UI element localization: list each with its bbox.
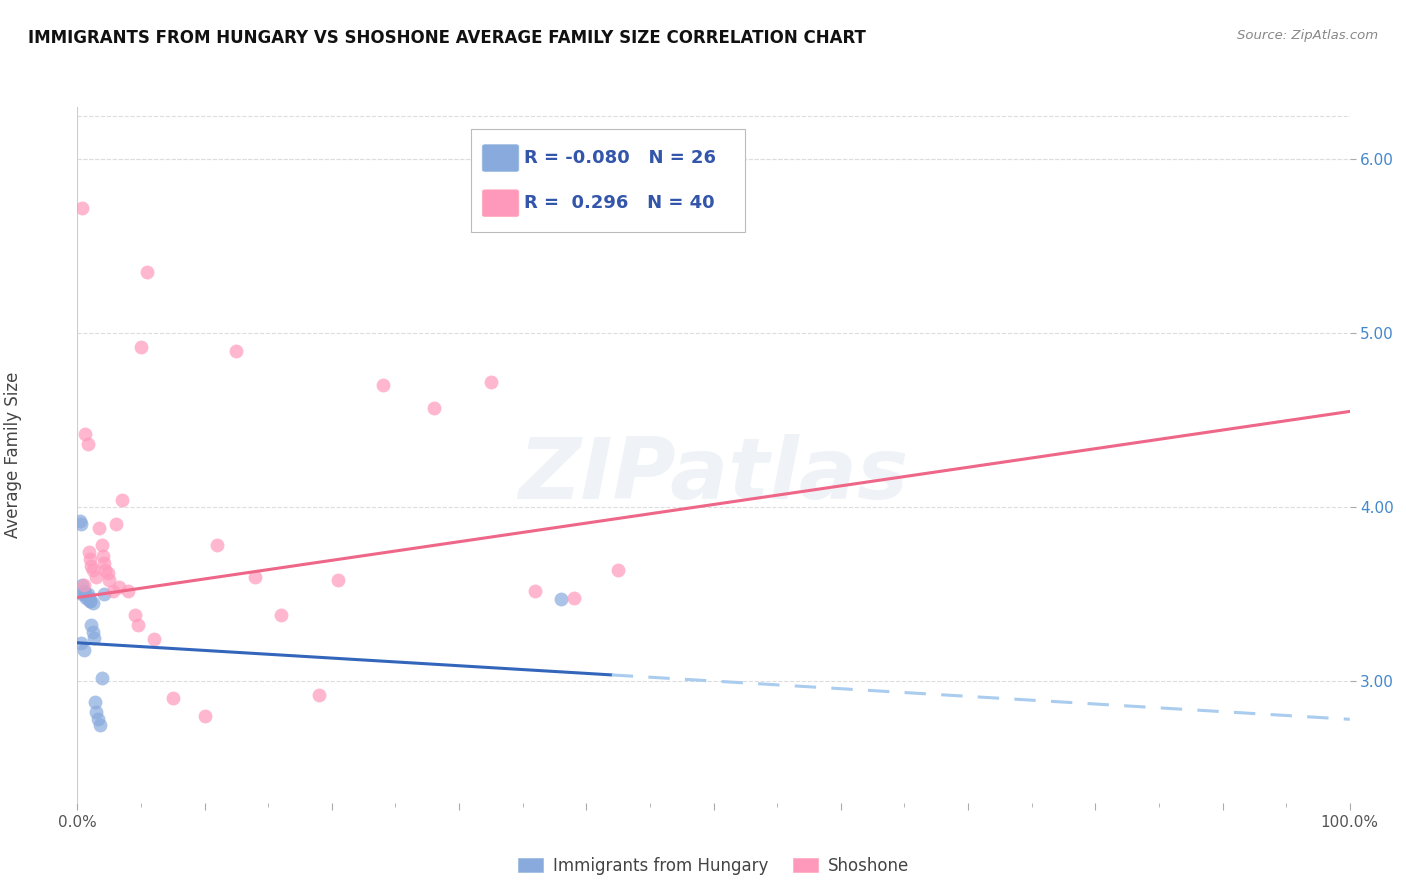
Point (127, 618, 149, 632)
Point (371, 378, 394, 392)
Point (73, 642, 96, 657)
Point (607, 563, 630, 577)
Point (70, 517, 93, 532)
Text: R =  0.296   N = 40: R = 0.296 N = 40 (524, 194, 716, 212)
Point (142, 632, 165, 647)
Point (73, 583, 96, 598)
Point (73, 587, 96, 601)
Point (75, 591, 97, 605)
Point (73, 578, 96, 592)
Point (79, 552, 101, 566)
Point (84, 695, 107, 709)
Point (82, 596, 104, 610)
Point (73, 587, 96, 601)
Point (93, 587, 115, 601)
Point (94, 563, 117, 577)
Point (108, 580, 131, 594)
Point (136, 265, 159, 279)
Point (72, 201, 94, 215)
Point (83, 631, 105, 645)
Point (422, 401, 444, 415)
Point (80, 559, 103, 574)
Point (98, 573, 121, 587)
Point (86, 706, 108, 720)
Point (104, 517, 127, 532)
Point (117, 583, 139, 598)
Point (524, 583, 547, 598)
Point (76, 587, 98, 601)
Point (69, 514, 91, 528)
Point (79, 594, 101, 608)
Point (76, 437, 98, 451)
Point (72, 587, 94, 601)
Point (79, 594, 101, 608)
Text: IMMIGRANTS FROM HUNGARY VS SHOSHONE AVERAGE FAMILY SIZE CORRELATION CHART: IMMIGRANTS FROM HUNGARY VS SHOSHONE AVER… (28, 29, 866, 46)
Y-axis label: Average Family Size: Average Family Size (4, 372, 21, 538)
Point (328, 573, 350, 587)
Text: R = -0.080   N = 26: R = -0.080 N = 26 (524, 149, 717, 167)
Point (93, 556, 115, 570)
Point (101, 583, 124, 598)
Point (82, 563, 104, 577)
Point (225, 343, 247, 358)
Text: Source: ZipAtlas.com: Source: ZipAtlas.com (1237, 29, 1378, 42)
Point (97, 566, 120, 581)
Point (479, 375, 502, 389)
Point (129, 340, 152, 354)
Point (87, 521, 110, 535)
Point (550, 592, 572, 607)
Point (308, 688, 330, 702)
Point (162, 691, 184, 706)
Point (77, 545, 100, 559)
Point (82, 625, 104, 640)
Point (207, 538, 229, 552)
Point (76, 591, 98, 605)
Point (91, 549, 114, 563)
Point (194, 708, 217, 723)
Point (270, 607, 292, 622)
Point (124, 607, 146, 622)
Point (562, 591, 585, 605)
Point (77, 591, 100, 605)
Point (245, 570, 267, 584)
Point (90, 671, 112, 685)
Point (86, 570, 108, 584)
Point (73, 427, 96, 442)
Point (86, 712, 108, 726)
Text: ZIPatlas: ZIPatlas (519, 434, 908, 517)
Point (72, 578, 94, 592)
Point (89, 717, 111, 731)
Legend: Immigrants from Hungary, Shoshone: Immigrants from Hungary, Shoshone (510, 850, 917, 881)
Point (90, 538, 112, 552)
Point (80, 618, 103, 632)
Point (111, 493, 134, 508)
Point (70, 636, 93, 650)
